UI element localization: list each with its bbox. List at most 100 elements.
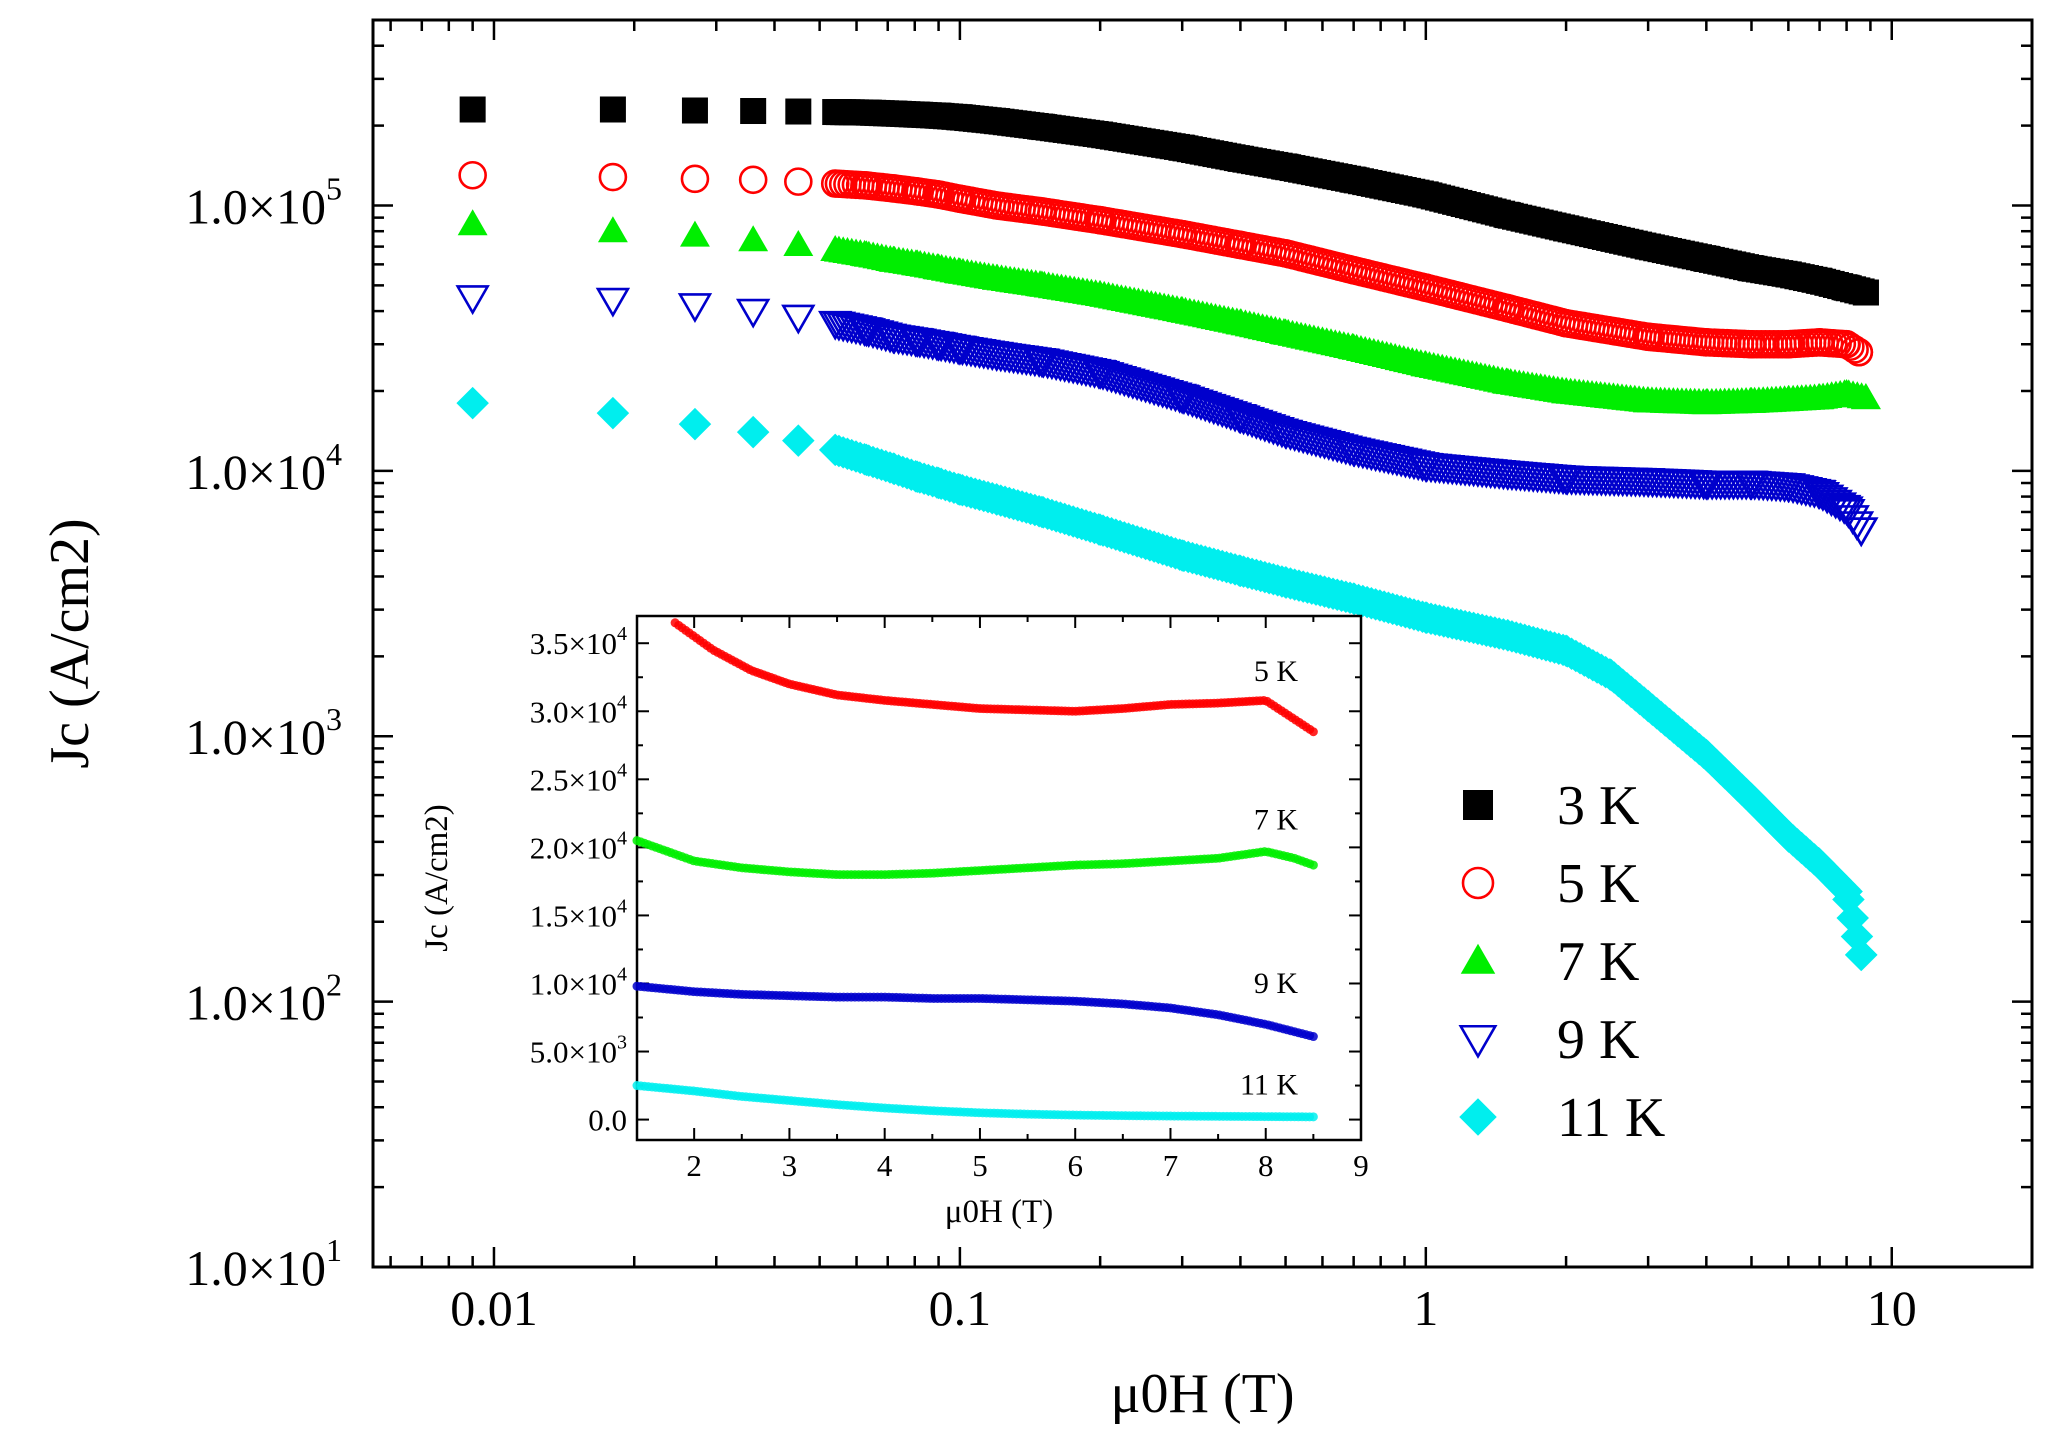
data-point [1408,452,1444,483]
data-point [850,443,883,477]
data-point [1774,329,1803,359]
data-point [784,167,813,196]
inset-x-tick-label: 3 [782,1148,798,1183]
data-point [900,328,935,359]
data-point [1738,255,1765,282]
data-point [1844,517,1879,548]
data-point [459,96,486,123]
data-point [822,99,849,126]
y-tick-label: 1.0×104 [185,436,342,500]
data-point [1085,205,1115,235]
data-point [853,99,880,126]
y-tick-label: 1.0×102 [185,967,342,1031]
data-point [1492,367,1523,394]
data-point [1551,377,1582,404]
legend-item: 3 K [1463,775,1639,837]
data-point [1336,437,1371,468]
inset-y-tick-label-mantissa: 3.5×10 [530,626,617,661]
legend-marker [1460,943,1496,974]
legend-marker [1463,790,1493,820]
data-point [1412,181,1439,208]
inset-y-tick-label-exponent: 4 [617,895,627,917]
data-point [680,164,710,194]
inset-y-axis-label: Jc (A/cm2) [419,804,455,952]
data-point [1493,293,1523,323]
inset-y-tick-label-mantissa: 1.0×10 [530,966,617,1001]
data-point-dense [1826,494,1862,525]
data-point [1551,308,1581,338]
data-point [455,285,490,316]
inset-series-7k [632,836,1318,880]
inset-y-tick-label: 2.0×104 [530,827,627,865]
y-tick-label-exponent: 3 [326,701,342,737]
data-point [1633,386,1664,413]
data-point [1548,465,1584,496]
data-point [1803,847,1836,881]
data-point [946,104,973,131]
data-point [1631,689,1665,723]
data-point [1026,270,1057,297]
series-5k [458,160,1874,367]
data-point [820,234,851,261]
legend-label: 9 K [1557,1009,1639,1071]
data-point [1227,145,1254,172]
data-point [1269,566,1302,599]
data-point [1027,197,1057,226]
data-point [1692,328,1721,357]
inset-x-tick-label: 6 [1067,1148,1083,1183]
data-point [1167,296,1198,323]
series-11k [456,386,1878,972]
inset-y-tick-label-exponent: 3 [617,1032,627,1054]
legend-marker [1459,1098,1497,1136]
data-point [1165,384,1200,415]
data-point [1691,388,1722,415]
inset-annotation: 9 K [1254,967,1299,1000]
data-point [680,220,710,247]
inset-x-tick-label: 7 [1163,1148,1179,1183]
legend-item: 5 K [1461,853,1639,915]
legend-marker [1458,1024,1498,1059]
data-point [1083,513,1117,546]
inset-y-tick-label-exponent: 4 [617,827,627,849]
inset-annotation: 7 K [1254,803,1299,836]
inset-x-tick-label: 5 [972,1148,988,1183]
data-point [1268,419,1303,450]
data-point [785,98,812,125]
data-point [1225,308,1256,335]
inset-y-tick-label-exponent: 4 [617,963,627,985]
inset-annotation: 11 K [1240,1068,1298,1101]
data-point [1689,470,1724,501]
data-point [1806,267,1833,294]
data-point [979,341,1014,372]
data-point [876,324,911,355]
data-point [1226,230,1255,260]
data-point [982,191,1012,220]
data-point [1802,479,1837,510]
y-tick-label-mantissa: 1.0×10 [185,709,326,765]
data-point [783,230,814,257]
legend: 3 K 5 K 7 K 9 K 11 K [1458,775,1665,1149]
legend-label: 3 K [1557,775,1639,837]
data-point-dense [1818,489,1853,520]
inset-y-tick-label: 2.5×104 [530,759,627,797]
inset-y-tick-label: 3.5×104 [530,623,627,661]
inset-y-tick-label-mantissa: 2.0×10 [530,830,617,865]
data-point [980,483,1014,516]
data-point [1167,219,1197,249]
data-point [681,97,708,124]
inset-chart: 2 3 4 5 6 7 8 90.05.0×1031.0×1041.5×1042.0×1042… [419,614,1369,1230]
data-point [902,177,932,206]
inset-y-tick-label-mantissa: 0.0 [588,1103,627,1138]
data-point [1494,202,1521,229]
data-point [1223,404,1258,435]
inset-y-tick-label: 3.0×104 [530,691,627,729]
data-point [1844,938,1878,972]
inset-y-tick-label: 0.0 [588,1103,627,1138]
data-point [1594,658,1628,692]
data-point [598,162,628,192]
inset-series-9k [632,981,1318,1042]
inset-y-tick-label-exponent: 4 [617,759,627,781]
legend-item: 9 K [1458,1009,1639,1071]
inset-frame [635,614,1363,1142]
inset-data-point [1308,1112,1318,1122]
